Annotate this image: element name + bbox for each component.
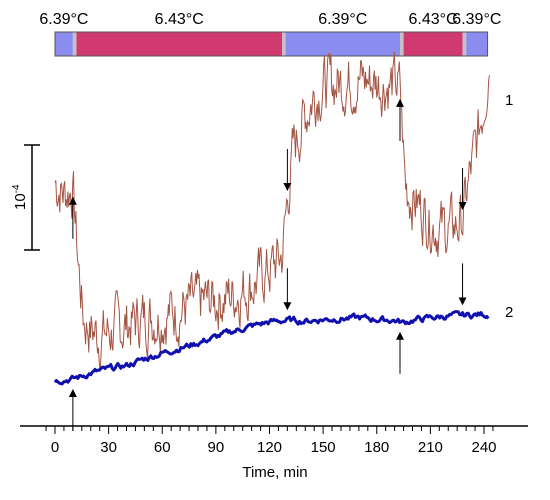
x-tick-label: 180 bbox=[364, 439, 389, 456]
x-axis-label: Time, min bbox=[242, 464, 307, 481]
temperature-label: 6.43°C bbox=[155, 11, 204, 28]
temperature-label: 6.39°C bbox=[452, 11, 501, 28]
temperature-protocol-bar bbox=[54, 31, 489, 57]
x-axis: 0 30 60 90 120 150 180 210 240 bbox=[20, 425, 528, 456]
scale-bar-label: 10-4 bbox=[11, 184, 29, 210]
temperature-labels: 6.39°C 6.43°C 6.39°C 6.43°C6.39°C bbox=[39, 11, 501, 28]
x-tick-label: 150 bbox=[311, 439, 336, 456]
x-tick-label: 90 bbox=[208, 439, 225, 456]
x-tick-label: 210 bbox=[418, 439, 443, 456]
series-1-line bbox=[54, 51, 490, 372]
protocol-segment bbox=[76, 32, 283, 56]
x-tick-label: 30 bbox=[100, 439, 117, 456]
temperature-label: 6.39°C bbox=[39, 11, 88, 28]
temperature-label: 6.39°C bbox=[318, 11, 367, 28]
x-tick-label: 240 bbox=[471, 439, 496, 456]
protocol-transition bbox=[72, 32, 77, 56]
protocol-segment bbox=[285, 32, 400, 56]
series-2-label: 2 bbox=[505, 304, 513, 321]
series-1-trace-core bbox=[54, 51, 490, 372]
x-tick-label: 120 bbox=[257, 439, 282, 456]
event-arrows bbox=[68, 98, 467, 432]
protocol-transition bbox=[399, 32, 404, 56]
protocol-transition bbox=[282, 32, 286, 56]
series-2-line bbox=[53, 310, 490, 386]
protocol-transition bbox=[462, 32, 467, 56]
x-tick-label: 60 bbox=[154, 439, 171, 456]
protocol-segment bbox=[466, 32, 488, 56]
protocol-segment bbox=[403, 32, 463, 56]
x-tick-label: 0 bbox=[51, 439, 59, 456]
series-1-trace bbox=[54, 51, 490, 372]
protocol-segment bbox=[55, 32, 73, 56]
temperature-label: 6.43°C bbox=[409, 11, 458, 28]
protocol-frame bbox=[54, 31, 489, 57]
series-1-label: 1 bbox=[505, 92, 513, 109]
scale-bar: 10-4 bbox=[11, 144, 40, 251]
series-2-trace bbox=[53, 310, 490, 386]
